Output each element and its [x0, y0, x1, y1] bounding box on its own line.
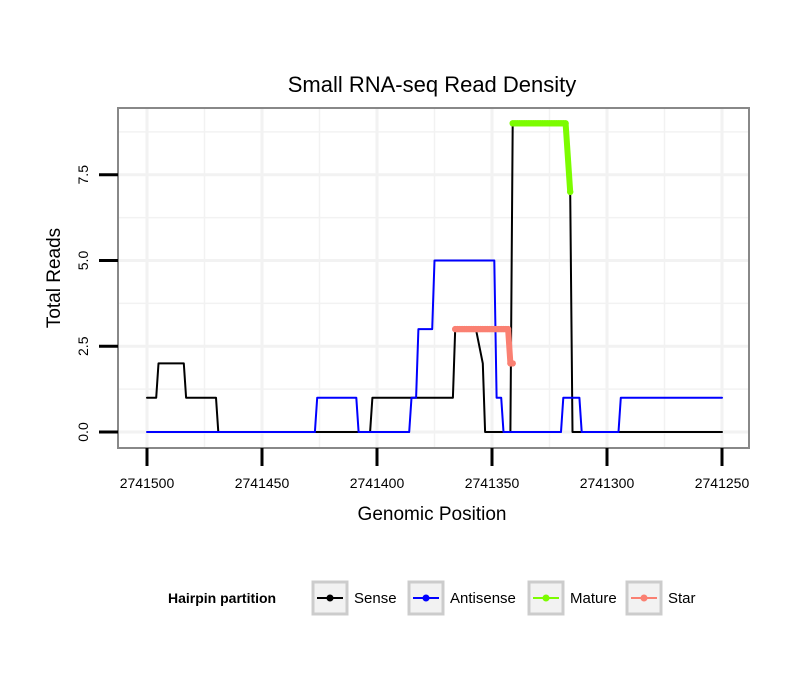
legend-label-sense: Sense: [354, 590, 397, 607]
y-tick-label: 0.0: [75, 422, 91, 442]
y-tick-label: 7.5: [75, 165, 91, 185]
x-tick-label: 2741250: [695, 475, 750, 491]
data-point-star: [509, 360, 516, 367]
legend-title: Hairpin partition: [168, 590, 276, 606]
x-tick-label: 2741500: [120, 475, 175, 491]
x-tick-label: 2741300: [580, 475, 635, 491]
y-axis: 0.0 2.5 5.0 7.5: [75, 165, 118, 442]
y-axis-title: Total Reads: [44, 228, 65, 328]
legend: Hairpin partition Sense Antisense Mature St…: [168, 580, 696, 616]
data-point-mature: [567, 188, 574, 196]
series-line-antisense: [146, 259, 723, 433]
legend-key-dot-mature: [542, 594, 550, 602]
chart-title: Small RNA-seq Read Density: [288, 72, 577, 97]
plot-border: [117, 107, 750, 449]
x-tick-label: 2741350: [465, 475, 520, 491]
x-tick-label: 2741400: [350, 475, 405, 491]
legend-key-dot-antisense: [422, 594, 430, 602]
x-axis-title: Genomic Position: [358, 504, 507, 525]
y-tick-label: 5.0: [75, 251, 91, 271]
legend-label-star: Star: [668, 590, 696, 607]
x-axis: 2741500 2741450 2741400 2741350 2741300 27412…: [120, 448, 750, 491]
legend-label-mature: Mature: [570, 590, 617, 607]
data-point-mature: [562, 120, 569, 127]
legend-key-dot-sense: [326, 594, 334, 602]
series-group: [146, 120, 723, 433]
legend-label-antisense: Antisense: [450, 590, 516, 607]
y-tick-label: 2.5: [75, 336, 91, 356]
data-point-star: [504, 325, 512, 333]
x-tick-label: 2741450: [235, 475, 290, 491]
legend-key-dot-star: [640, 594, 648, 602]
